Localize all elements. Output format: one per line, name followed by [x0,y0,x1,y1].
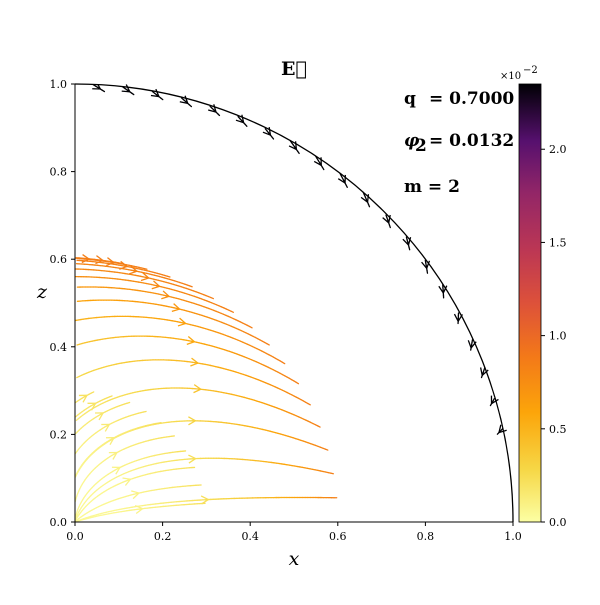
annotation-m: m = 2 [404,177,460,197]
streamline-segment [493,399,494,401]
streamline-segment [77,344,80,345]
y-tick-label: 0.0 [50,516,68,529]
streamline-segment [76,401,78,402]
colorbar-tick-label: 0.5 [549,423,567,436]
streamline-segment [265,129,267,131]
y-tick-label: 1.0 [50,78,68,91]
svg-text:−2: −2 [523,65,538,76]
colorbar [519,84,541,522]
streamline-segment [210,106,212,108]
y-axis-label: z [36,281,48,303]
streamline-segment [181,98,183,100]
streamline-segment [76,415,78,417]
x-tick-label: 0.2 [154,530,172,543]
svg-text:2: 2 [415,136,427,156]
y-ticks: 0.0 0.2 0.4 0.6 0.8 1.0 [50,78,76,529]
y-tick-label: 0.4 [50,341,68,354]
colorbar-tick-label: 1.5 [549,236,567,249]
streamline-segment [386,215,387,217]
streamline-segment [76,432,78,434]
colorbar-ticks: 0.0 0.5 1.0 1.5 2.0 [541,143,567,529]
colorbar-multiplier: ×10 −2 [500,65,538,82]
chart-title: E⃗ [281,58,307,80]
streamline-segment [406,237,407,240]
x-tick-label: 0.0 [66,530,84,543]
y-tick-label: 0.2 [50,428,68,441]
streamline-segment [77,376,79,377]
y-tick-label: 0.6 [50,253,68,266]
x-tick-label: 0.4 [241,530,259,543]
x-tick-label: 0.8 [417,530,435,543]
streamline-segment [75,451,77,453]
svg-text:= 0.7000: = 0.7000 [429,89,514,109]
streamline-segment [238,117,240,119]
x-ticks: 0.0 0.2 0.4 0.6 0.8 1.0 [66,522,522,543]
x-tick-label: 0.6 [329,530,347,543]
svg-text:= 0.0132: = 0.0132 [429,131,514,151]
annotation-q: q = 0.7000 [404,89,514,109]
y-tick-label: 0.8 [50,166,68,179]
x-axis-label: x [289,548,300,570]
x-tick-label: 1.0 [504,530,522,543]
svg-text:q: q [404,89,416,109]
annotation-phi: φ 2 = 0.0132 [404,131,514,156]
colorbar-tick-label: 0.0 [549,516,567,529]
svg-text:×10: ×10 [500,71,521,82]
colorbar-tick-label: 2.0 [549,143,567,156]
colorbar-tick-label: 1.0 [549,330,567,343]
streamline-segment [76,419,78,421]
